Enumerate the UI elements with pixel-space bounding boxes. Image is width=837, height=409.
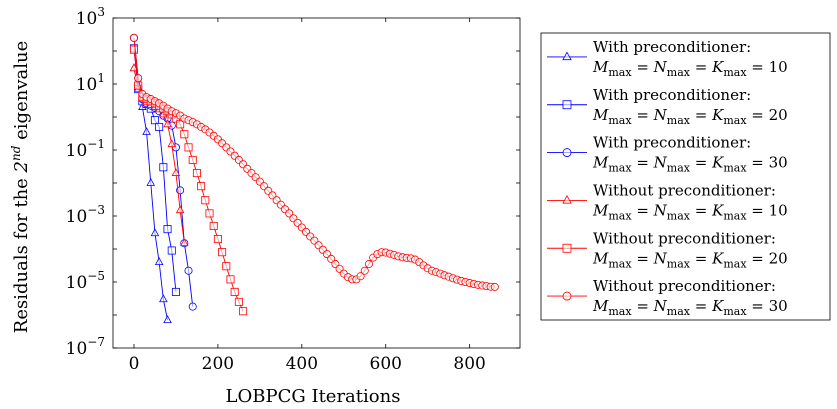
data-point	[562, 194, 572, 204]
data-point	[218, 248, 227, 257]
data-point	[209, 221, 218, 230]
data-point	[180, 130, 189, 139]
data-point	[197, 182, 206, 191]
legend-entry-6: Without preconditioner: Mmax = Nmax = Kma…	[547, 277, 788, 318]
y-tick-label: 10−3	[66, 203, 105, 227]
data-point	[171, 287, 180, 296]
axes: 0 200 400 600 800 10−7 10−5 10−3 10−1 101 103	[66, 5, 521, 374]
data-point	[213, 235, 222, 244]
series-1	[129, 63, 172, 323]
data-point	[171, 168, 181, 176]
data-point	[188, 302, 197, 311]
data-point	[205, 209, 214, 218]
data-point	[201, 196, 210, 205]
data-point	[154, 257, 164, 266]
y-tick-label: 10−5	[66, 269, 105, 293]
data-point	[562, 243, 572, 253]
x-axis-label: LOBPCG Iterations	[226, 386, 401, 407]
x-tick-label: 800	[453, 354, 485, 374]
y-axis-label-after: eigenvalue	[11, 41, 32, 146]
legend-box	[540, 32, 831, 321]
data-point	[159, 163, 168, 172]
data-point	[155, 122, 164, 131]
data-point	[490, 282, 499, 291]
data-point	[184, 143, 193, 152]
data-point	[562, 51, 572, 61]
legend-label-line1: Without preconditioner:	[593, 277, 776, 295]
data-point	[562, 100, 572, 110]
data-point	[226, 275, 235, 284]
y-axis-label-before: Residuals for the	[11, 172, 32, 333]
legend-entry-1: With preconditioner: Mmax = Nmax = Kmax =…	[547, 38, 788, 79]
series-4	[129, 63, 189, 247]
data-point	[167, 246, 176, 255]
x-tick-label: 200	[202, 354, 234, 374]
plot-frame	[112, 17, 521, 349]
legend-label-line1: Without preconditioner:	[593, 181, 776, 199]
data-point	[239, 307, 248, 316]
y-axis-label-sup: nd	[9, 145, 23, 161]
data-point	[230, 287, 239, 296]
data-point	[146, 178, 156, 186]
legend-label-line2: Mmax = Nmax = Kmax = 10	[592, 58, 788, 79]
y-axis-label: Residuals for the 2nd eigenvalue	[9, 41, 32, 333]
data-point	[129, 45, 138, 54]
data-point	[364, 260, 373, 269]
legend-label-line2: Mmax = Nmax = Kmax = 10	[592, 201, 788, 222]
data-point	[222, 262, 231, 271]
data-point	[180, 238, 189, 247]
data-point	[159, 294, 168, 303]
x-tick-label: 400	[286, 354, 318, 374]
legend-label-line2: Mmax = Nmax = Kmax = 20	[592, 106, 788, 127]
data-point	[150, 228, 160, 237]
legend-entry-3: With preconditioner: Mmax = Nmax = Kmax =…	[547, 134, 788, 175]
data-point	[163, 315, 172, 323]
data-point	[167, 139, 177, 148]
series-6	[129, 33, 499, 291]
legend-label-line1: Without preconditioner:	[593, 229, 776, 247]
data-point	[562, 148, 572, 157]
data-point	[184, 266, 193, 275]
y-tick-label: 10−7	[66, 335, 105, 359]
data-point	[129, 33, 138, 42]
legend-entry-2: With preconditioner: Mmax = Nmax = Kmax =…	[547, 86, 788, 127]
x-tick-label: 600	[370, 354, 402, 374]
legend-label-line2: Mmax = Nmax = Kmax = 20	[592, 249, 788, 270]
y-axis-label-ordinal: 2	[11, 161, 32, 173]
y-tick-label: 103	[76, 5, 105, 29]
legend: With preconditioner: Mmax = Nmax = Kmax =…	[540, 32, 831, 321]
data-point	[188, 155, 197, 164]
data-point	[360, 266, 369, 275]
data-point	[562, 291, 572, 301]
data-point	[150, 116, 159, 125]
y-tick-label: 101	[76, 71, 105, 95]
x-tick-label: 0	[129, 354, 140, 374]
data-point	[356, 272, 365, 281]
series-line	[133, 37, 495, 288]
legend-entry-5: Without preconditioner: Mmax = Nmax = Kma…	[547, 229, 788, 270]
data-point	[163, 225, 172, 234]
legend-label-line1: With preconditioner:	[593, 86, 751, 104]
data-point	[192, 169, 201, 178]
data-point	[234, 297, 243, 306]
y-tick-label: 10−1	[66, 137, 105, 161]
data-point	[163, 119, 172, 128]
legend-label-line2: Mmax = Nmax = Kmax = 30	[592, 297, 788, 318]
data-point	[176, 120, 185, 129]
data-point	[327, 254, 336, 263]
data-point	[134, 74, 143, 83]
data-point	[175, 205, 185, 214]
data-point	[142, 127, 151, 135]
legend-label-line1: With preconditioner:	[593, 134, 751, 152]
legend-label-line2: Mmax = Nmax = Kmax = 30	[592, 154, 788, 175]
legend-label-line1: With preconditioner:	[593, 38, 751, 56]
legend-entry-4: Without preconditioner: Mmax = Nmax = Kma…	[547, 181, 788, 222]
plot-area	[129, 33, 499, 323]
